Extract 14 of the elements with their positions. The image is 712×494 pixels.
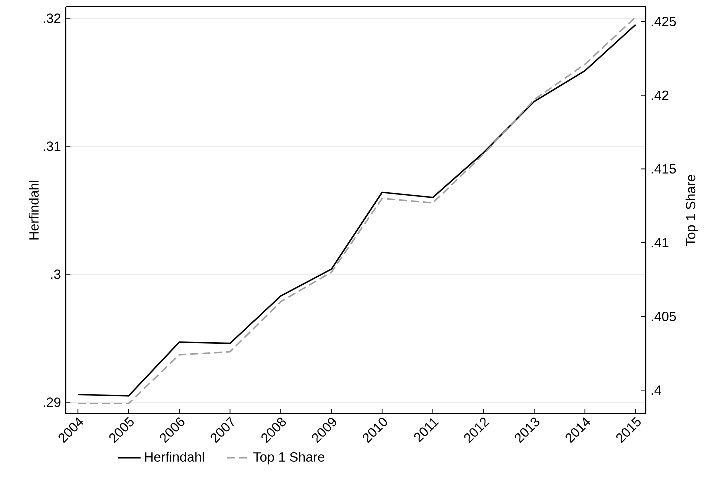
y2-tick-label: .425 (652, 17, 676, 26)
y2-tick-label: .4 (652, 386, 662, 395)
y-tick-label: .29 (44, 398, 61, 408)
y2-tick-label: .415 (652, 164, 676, 174)
y-tick-label: .32 (44, 14, 61, 24)
legend-label: Herfindahl (145, 452, 204, 462)
y-tick-label: .3 (51, 270, 61, 280)
y2-tick-label: .405 (652, 312, 676, 322)
y-axis-title: Herfindahl (29, 181, 39, 240)
y2-tick-label: .41 (652, 238, 669, 248)
legend-label: Top 1 Share (254, 452, 325, 465)
y2-axis-title: Top 1 Share (686, 175, 698, 246)
y-tick-label: .31 (44, 142, 61, 152)
y2-tick-label: .42 (652, 90, 669, 100)
